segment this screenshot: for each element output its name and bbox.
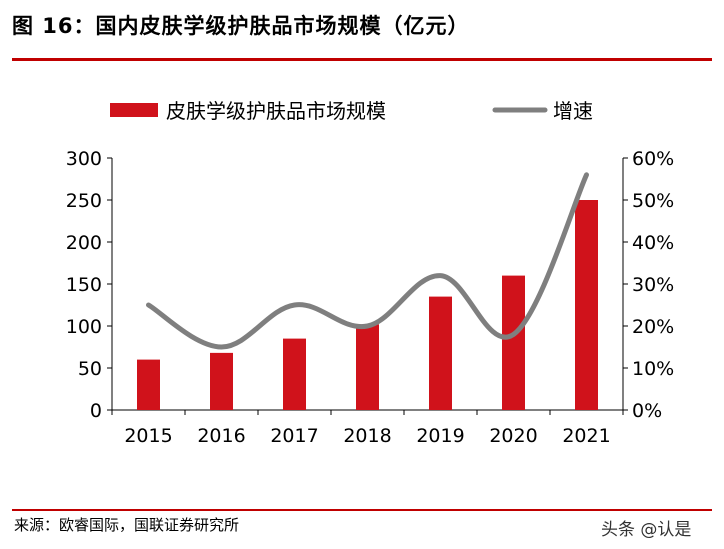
right-tick-label: 10% — [632, 358, 674, 380]
x-label-2018: 2018 — [343, 425, 391, 447]
bar-2015 — [137, 359, 160, 410]
right-tick-label: 60% — [632, 148, 674, 170]
right-tick-label: 30% — [632, 274, 674, 296]
bar-2018 — [356, 324, 379, 410]
x-label-2017: 2017 — [270, 425, 318, 447]
legend-line-label: 增速 — [553, 99, 593, 123]
x-label-2020: 2020 — [489, 425, 537, 447]
bar-2021 — [575, 200, 598, 410]
legend-bar-label: 皮肤学级护肤品市场规模 — [166, 99, 386, 123]
page-title: 图 16：国内皮肤学级护肤品市场规模（亿元） — [12, 14, 470, 38]
watermark: 头条 @认是 — [601, 520, 692, 540]
footer-divider — [12, 509, 712, 511]
x-label-2015: 2015 — [124, 425, 172, 447]
legend-bar-swatch — [110, 103, 158, 117]
x-label-2019: 2019 — [416, 425, 464, 447]
bar-2016 — [210, 352, 233, 410]
x-axis-labels: 2015 2016 2017 2018 2019 2020 2021 — [124, 425, 610, 447]
right-tick-label: 20% — [632, 316, 674, 338]
legend: 皮肤学级护肤品市场规模 增速 — [110, 99, 593, 123]
left-tick-label: 100 — [66, 316, 102, 338]
x-label-2016: 2016 — [197, 425, 245, 447]
growth-line — [146, 172, 589, 350]
left-tick-label: 150 — [66, 274, 102, 296]
bar-series — [137, 200, 598, 410]
left-tick-label: 0 — [90, 400, 102, 422]
bar-2020 — [502, 275, 525, 410]
right-tick-label: 0% — [632, 400, 662, 422]
bar-2019 — [429, 296, 452, 410]
x-label-2021: 2021 — [562, 425, 610, 447]
right-tick-label: 50% — [632, 190, 674, 212]
bar-2017 — [283, 338, 306, 410]
right-tick-label: 40% — [632, 232, 674, 254]
left-tick-label: 50 — [78, 358, 102, 380]
axes: 0 50 100 150 200 250 300 0% 10% 20% 30% 40% 50% 60% — [66, 148, 675, 422]
left-tick-label: 200 — [66, 232, 102, 254]
left-tick-label: 250 — [66, 190, 102, 212]
source-note: 来源：欧睿国际，国联证券研究所 — [14, 516, 240, 534]
line-series — [146, 172, 589, 350]
title-divider — [12, 58, 712, 61]
left-tick-label: 300 — [66, 148, 102, 170]
